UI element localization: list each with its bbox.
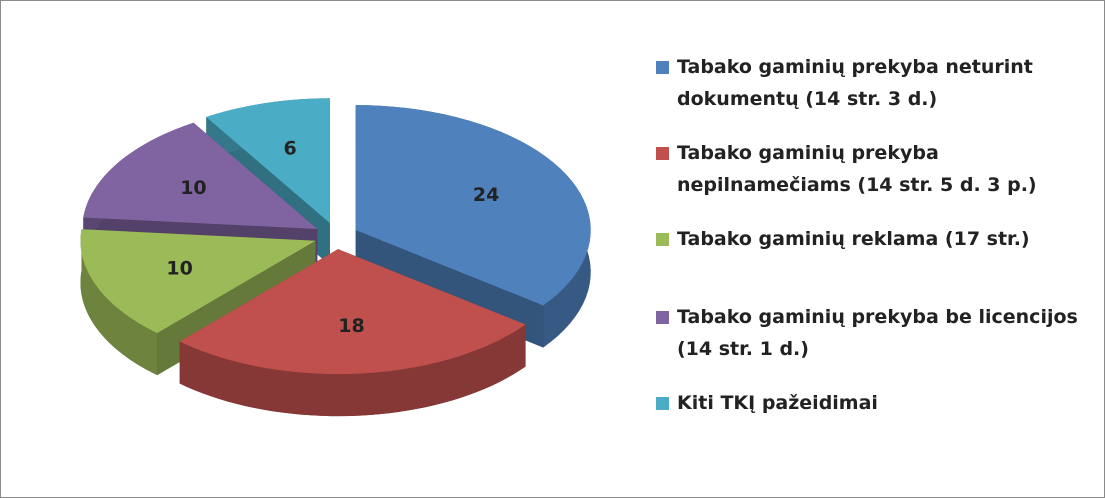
legend-swatch: [656, 61, 669, 74]
pie-tops: 24 18 10 10 6: [80, 98, 591, 375]
slice: [206, 98, 330, 224]
slice: [80, 229, 316, 334]
legend-label: Kiti TKĮ pažeidimai: [677, 392, 878, 414]
slice-edge: [80, 229, 158, 376]
legend-label: Tabako gaminių reklama (17 str.): [677, 228, 1030, 250]
legend: Tabako gaminių prekyba neturint dokument…: [656, 51, 1096, 419]
slice: [355, 105, 591, 306]
legend-item: Tabako gaminių prekyba neturint dokument…: [656, 51, 1096, 115]
data-label: 10: [180, 177, 206, 199]
legend-label: Tabako gaminių prekyba neturint dokument…: [677, 56, 1033, 110]
legend-swatch: [656, 311, 669, 324]
slice: [83, 122, 318, 230]
data-label: 10: [166, 257, 192, 279]
data-label: 24: [473, 184, 499, 206]
data-label: 6: [283, 137, 296, 159]
data-label: 18: [338, 315, 364, 337]
legend-swatch: [656, 397, 669, 410]
legend-swatch: [656, 147, 669, 160]
legend-swatch: [656, 233, 669, 246]
legend-item: Kiti TKĮ pažeidimai: [656, 387, 1096, 419]
legend-item: Tabako gaminių prekyba nepilnamečiams (1…: [656, 137, 1096, 201]
legend-item: Tabako gaminių reklama (17 str.): [656, 223, 1096, 255]
legend-item: Tabako gaminių prekyba be licencijos (14…: [656, 301, 1096, 365]
legend-label: Tabako gaminių prekyba be licencijos (14…: [677, 306, 1078, 360]
pie-area: 24 18 10 10 6: [80, 98, 591, 417]
slice-edge: [179, 324, 526, 417]
slice: [179, 249, 526, 375]
legend-label: Tabako gaminių prekyba nepilnamečiams (1…: [677, 142, 1037, 196]
